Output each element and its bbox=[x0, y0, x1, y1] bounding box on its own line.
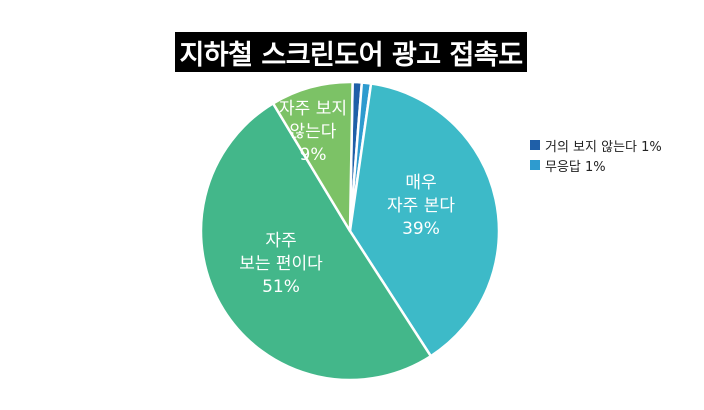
legend-swatch-no-answer bbox=[530, 160, 540, 170]
chart-title: 지하철 스크린도어 광고 접촉도 bbox=[179, 39, 523, 71]
legend: 거의 보지 않는다 1% 무응답 1% bbox=[530, 135, 662, 175]
chart-title-box: 지하철 스크린도어 광고 접촉도 bbox=[175, 32, 527, 72]
slice-label-line-very-often-0: 매우 bbox=[405, 173, 436, 193]
slice-label-line-often-0: 자주 bbox=[265, 231, 296, 251]
legend-label-rarely: 거의 보지 않는다 1% bbox=[545, 139, 662, 155]
slice-label-line-not-often-0: 자주 보지 bbox=[279, 99, 347, 119]
slice-label-line-often-1: 보는 편이다 bbox=[239, 254, 323, 274]
legend-label-no-answer: 무응답 1% bbox=[545, 159, 606, 175]
slice-label-line-very-often-2: 39% bbox=[402, 219, 440, 239]
legend-item-no-answer: 무응답 1% bbox=[530, 155, 662, 175]
pie-slice-often bbox=[199, 102, 433, 382]
slice-label-line-not-often-1: 않는다 bbox=[290, 122, 337, 142]
pie-slice-not-often bbox=[271, 80, 354, 233]
legend-item-rarely: 거의 보지 않는다 1% bbox=[530, 135, 662, 155]
slice-label-line-often-2: 51% bbox=[262, 277, 300, 297]
slice-label-line-not-often-2: 9% bbox=[300, 145, 327, 165]
slice-label-line-very-often-1: 자주 본다 bbox=[387, 196, 455, 216]
legend-swatch-rarely bbox=[530, 140, 540, 150]
